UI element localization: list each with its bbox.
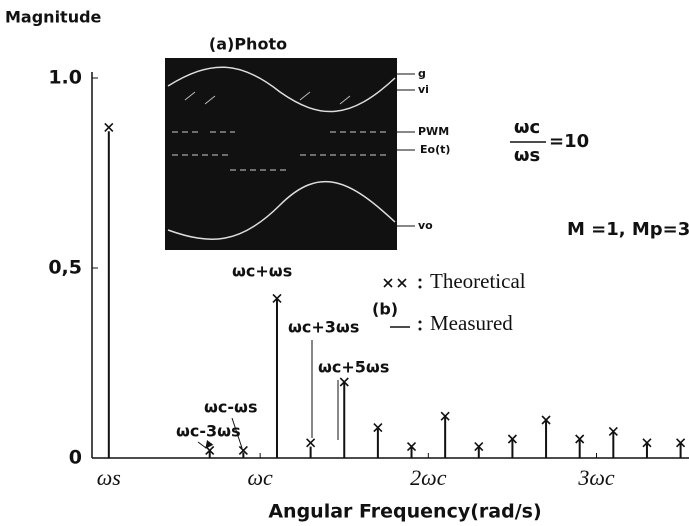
x-tick-label: 2ωc bbox=[410, 465, 447, 490]
x-tick-label: ωc bbox=[248, 465, 274, 490]
y-tick-label: 0,5 bbox=[48, 257, 82, 279]
annotation: ωc+3ωs bbox=[288, 318, 359, 337]
ratio-value: =10 bbox=[549, 131, 589, 152]
x-tick-label: 3ωc bbox=[577, 465, 615, 490]
legend-colon-dot bbox=[418, 327, 422, 331]
annotation: ωc-3ωs bbox=[176, 422, 241, 441]
y-axis-label: Magnitude bbox=[5, 8, 102, 27]
ratio-numerator: ωc bbox=[514, 117, 540, 138]
legend-colon-dot bbox=[418, 278, 422, 282]
legend-marker bbox=[397, 278, 407, 288]
theoretical-marker bbox=[238, 445, 248, 455]
inset-label: vi bbox=[418, 83, 429, 96]
inset-label: vo bbox=[418, 219, 433, 232]
x-tick-label: ωs bbox=[97, 465, 121, 490]
inset-leader bbox=[397, 73, 415, 227]
annotation: ωc-ωs bbox=[204, 398, 257, 417]
y-tick-label: 0 bbox=[69, 447, 82, 469]
inset-label: Eo(t) bbox=[420, 143, 450, 156]
ratio-denominator: ωs bbox=[514, 145, 540, 166]
annotation-arrow bbox=[197, 340, 339, 448]
parameters: M =1, Mp=3.72 bbox=[567, 219, 689, 240]
y-tick-label: 1.0 bbox=[48, 67, 82, 89]
inset-label: PWM bbox=[418, 125, 449, 138]
inset-title: (a)Photo bbox=[209, 35, 287, 54]
legend-marker bbox=[383, 278, 393, 288]
legend-colon-dot bbox=[418, 320, 422, 324]
annotation: ωc+5ωs bbox=[318, 358, 389, 377]
theoretical-marker bbox=[104, 122, 114, 132]
annotation: (b) bbox=[372, 300, 398, 319]
legend-colon-dot bbox=[418, 285, 422, 289]
legend-label: Measured bbox=[430, 311, 513, 335]
annotation: ωc+ωs bbox=[232, 262, 292, 281]
x-axis-label: Angular Frequency(rad/s) bbox=[268, 501, 541, 523]
photo-inset bbox=[165, 58, 397, 250]
legend-label: Theoretical bbox=[430, 269, 526, 293]
theoretical-marker bbox=[306, 438, 316, 448]
inset-label: g bbox=[418, 67, 426, 80]
